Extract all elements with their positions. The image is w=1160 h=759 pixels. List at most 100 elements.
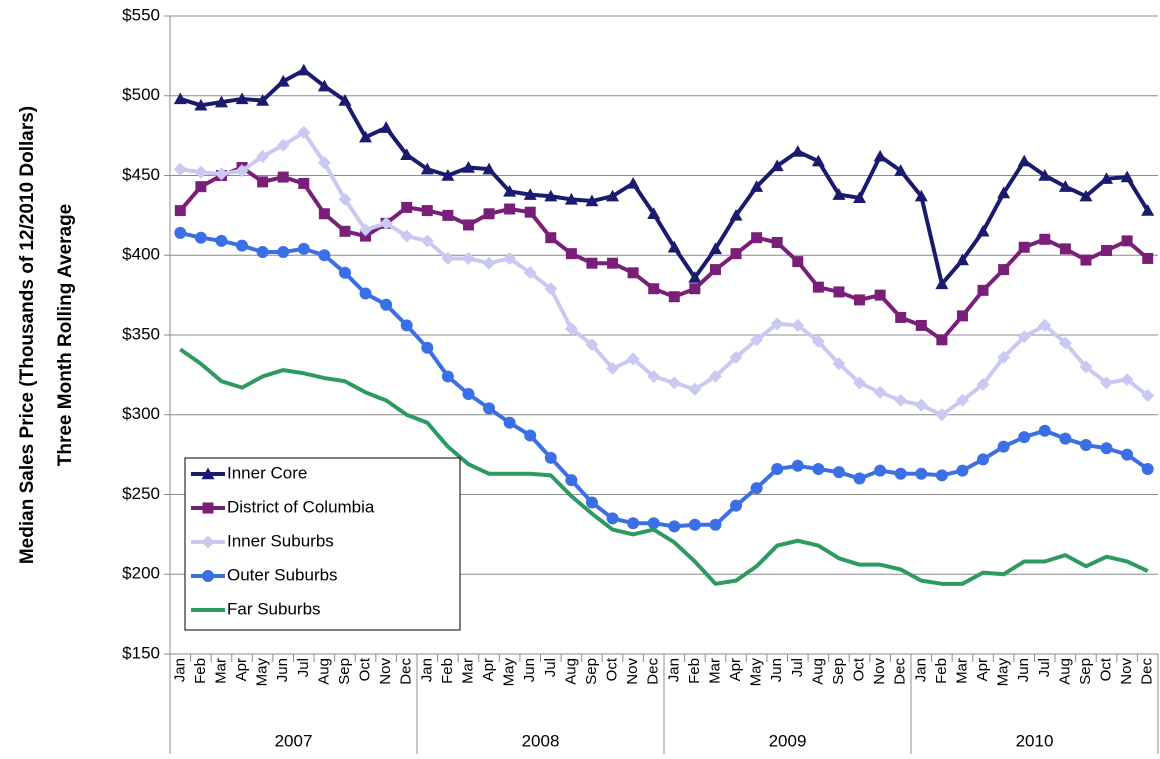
- x-tick-label: Jan: [171, 658, 188, 682]
- data-point: [338, 192, 352, 206]
- data-point: [359, 130, 373, 143]
- data-point: [1120, 170, 1134, 183]
- data-point: [277, 171, 289, 183]
- data-point: [585, 194, 599, 207]
- data-point: [1079, 189, 1093, 202]
- x-tick-label: Apr: [974, 658, 991, 681]
- data-point: [482, 162, 496, 175]
- x-tick-label: Aug: [1056, 658, 1073, 685]
- data-point: [895, 311, 907, 323]
- series: [174, 162, 1154, 346]
- data-point: [544, 451, 557, 464]
- data-point: [976, 224, 990, 237]
- data-point: [729, 208, 743, 221]
- data-point: [606, 189, 620, 202]
- year-label: 2007: [275, 731, 313, 750]
- x-tick-label: Oct: [851, 657, 868, 681]
- data-point: [1079, 360, 1093, 374]
- data-point: [688, 271, 702, 283]
- data-point: [586, 257, 598, 269]
- data-point: [811, 154, 825, 167]
- data-point: [770, 317, 784, 331]
- x-tick-label: Sep: [583, 658, 600, 685]
- x-tick-label: Sep: [830, 658, 847, 685]
- data-point: [729, 350, 743, 364]
- data-point: [544, 282, 558, 296]
- data-point: [524, 429, 537, 442]
- data-point: [173, 92, 187, 105]
- data-point: [359, 287, 372, 300]
- data-point: [461, 161, 475, 173]
- data-point: [1058, 336, 1072, 350]
- y-tick-label: $200: [122, 564, 160, 583]
- data-point: [235, 164, 249, 178]
- data-point: [338, 266, 351, 279]
- series-line: [179, 130, 1149, 417]
- x-tick-label: Dec: [892, 658, 909, 685]
- data-point: [379, 216, 393, 230]
- data-point: [380, 298, 393, 311]
- x-tick-label: Jul: [295, 658, 312, 677]
- data-point: [1100, 172, 1114, 184]
- x-tick-label: May: [995, 658, 1012, 687]
- data-point: [503, 184, 517, 197]
- data-point: [503, 251, 517, 265]
- x-tick-label: Jan: [912, 658, 929, 682]
- data-point: [874, 289, 886, 301]
- data-point: [318, 208, 330, 220]
- series: [174, 226, 1154, 533]
- data-point: [194, 231, 207, 244]
- x-tick-label: Oct: [1098, 657, 1115, 681]
- data-point: [1038, 169, 1052, 181]
- data-point: [462, 219, 474, 231]
- data-point: [257, 176, 269, 188]
- series-line: [179, 347, 1149, 586]
- data-point: [1141, 389, 1155, 403]
- data-point: [873, 385, 887, 399]
- data-point: [421, 341, 434, 354]
- data-point: [1121, 235, 1133, 247]
- y-tick-label: $450: [122, 165, 160, 184]
- data-point: [298, 177, 310, 189]
- data-point: [832, 466, 845, 479]
- legend-label: District of Columbia: [227, 497, 375, 516]
- data-point: [400, 319, 413, 332]
- data-point: [627, 517, 640, 530]
- data-point: [811, 334, 825, 348]
- data-point: [853, 191, 867, 204]
- x-tick-label: Feb: [933, 658, 950, 684]
- data-point: [215, 234, 228, 247]
- data-point: [544, 189, 558, 202]
- data-point: [1100, 442, 1113, 455]
- data-point: [400, 148, 414, 160]
- data-point: [854, 294, 866, 306]
- data-point: [750, 482, 763, 495]
- data-point: [442, 209, 454, 221]
- data-point: [997, 440, 1010, 453]
- data-point: [441, 169, 455, 181]
- data-point: [503, 416, 516, 429]
- data-point: [708, 369, 722, 383]
- data-point: [977, 453, 990, 466]
- data-point: [400, 229, 414, 243]
- data-point: [1018, 431, 1031, 444]
- data-point: [256, 246, 269, 259]
- data-point: [1079, 439, 1092, 452]
- x-tick-label: Jan: [418, 658, 435, 682]
- data-point: [771, 236, 783, 248]
- x-tick-label: Sep: [336, 658, 353, 685]
- x-tick-label: Dec: [1139, 658, 1156, 685]
- data-point: [420, 234, 434, 248]
- y-tick-label: $400: [122, 245, 160, 264]
- data-point: [977, 284, 989, 296]
- x-tick-label: Aug: [809, 658, 826, 685]
- y-tick-label: $500: [122, 85, 160, 104]
- data-point: [689, 283, 701, 295]
- data-point: [545, 232, 557, 244]
- legend-label: Inner Suburbs: [227, 531, 334, 550]
- data-point: [195, 181, 207, 193]
- data-point: [1141, 204, 1155, 216]
- data-point: [606, 512, 619, 525]
- data-point: [853, 376, 867, 390]
- x-tick-label: Jun: [1015, 658, 1032, 682]
